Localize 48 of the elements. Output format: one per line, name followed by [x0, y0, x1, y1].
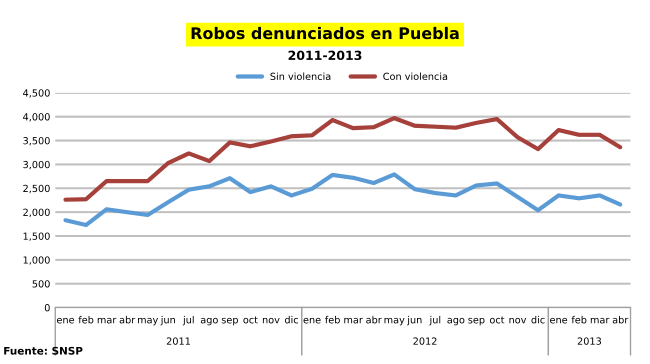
x-tick-label: ene: [550, 318, 568, 324]
x-tick-label: ene: [304, 318, 321, 324]
chart-title: Robos denunciados en Puebla: [192, 26, 459, 40]
y-tick-label: 500: [32, 280, 50, 288]
y-tick-label: 4,000: [23, 113, 50, 122]
x-tick-label: ago: [447, 318, 464, 326]
x-tick-label: oct: [490, 316, 504, 324]
x-tick-label: jun: [407, 316, 422, 326]
x-tick-label: feb: [325, 316, 340, 324]
x-tick-label: feb: [572, 316, 586, 324]
x-tick-label: abr: [120, 316, 136, 324]
x-tick-label: sep: [468, 318, 484, 326]
x-tick-label: mar: [344, 318, 363, 324]
x-tick-label: abr: [366, 316, 382, 324]
x-tick-label: mar: [590, 318, 610, 324]
x-tick-label: abr: [612, 316, 628, 324]
x-tick-label: ago: [200, 318, 218, 326]
y-tick-label: 4,500: [23, 89, 50, 98]
y-tick-label: 1,500: [24, 232, 50, 241]
y-tick-label: 2,500: [23, 184, 50, 194]
y-tick-label: 2,000: [23, 208, 50, 217]
y-tick-label: 3,000: [23, 160, 50, 170]
text: 2012: [413, 337, 436, 345]
x-tick-label: jul: [182, 316, 194, 326]
x-tick-label: ene: [56, 318, 74, 324]
x-tick-label: nov: [262, 318, 280, 324]
text: 2011: [166, 337, 190, 345]
x-tick-label: may: [138, 318, 158, 326]
x-tick-label: feb: [78, 316, 94, 324]
legend-label: Sin violencia: [270, 72, 330, 80]
x-tick-label: dic: [284, 316, 298, 324]
x-tick-label: nov: [509, 318, 526, 324]
x-tick-label: sep: [222, 318, 238, 326]
line-series: [63, 116, 622, 202]
legend-label: Con violencia: [383, 72, 448, 80]
y-tick-label: 0: [44, 304, 50, 312]
text: 2013: [578, 337, 601, 345]
x-tick-label: may: [384, 318, 405, 326]
source-note: Fuente: SNSP: [4, 346, 83, 355]
line-series: [63, 172, 622, 228]
x-tick-label: oct: [243, 316, 258, 324]
y-tick-label: 3,500: [23, 137, 50, 146]
x-tick-label: jun: [160, 316, 175, 326]
x-tick-label: mar: [98, 318, 116, 324]
y-tick-label: 1,000: [24, 256, 50, 265]
chart-subtitle: 2011-2013: [288, 50, 362, 60]
x-tick-label: dic: [531, 316, 545, 324]
x-tick-label: jul: [429, 316, 440, 326]
